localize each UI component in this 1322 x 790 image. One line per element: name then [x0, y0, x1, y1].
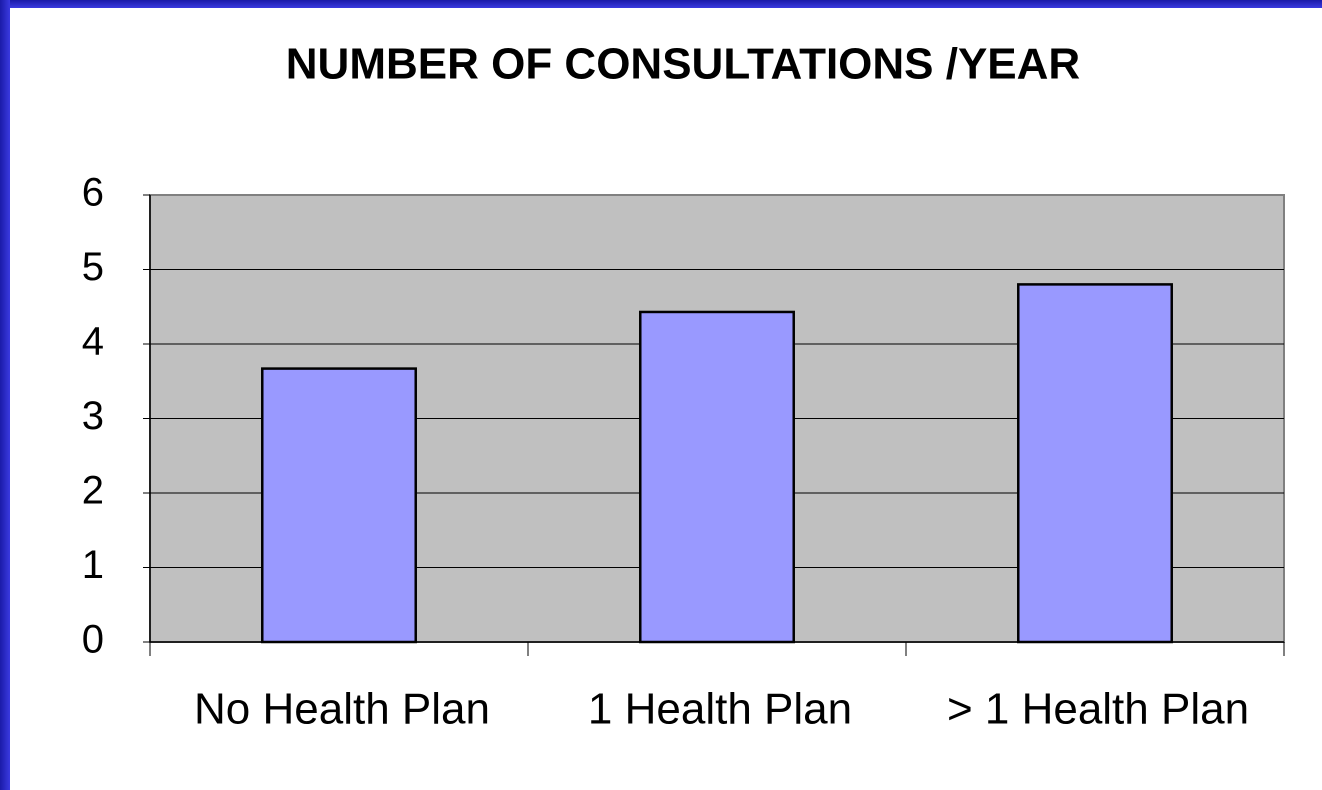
x-tick-label: 1 Health Plan — [588, 685, 852, 734]
frame-left — [0, 0, 10, 790]
y-tick-label: 2 — [82, 469, 104, 513]
y-tick-label: 0 — [82, 618, 104, 662]
chart-title: NUMBER OF CONSULTATIONS /YEAR — [286, 40, 1080, 89]
y-tick-label: 5 — [82, 245, 104, 289]
y-tick-label: 4 — [82, 320, 104, 364]
bar — [639, 310, 795, 644]
y-tick-label: 1 — [82, 543, 104, 587]
y-tick-label: 3 — [82, 394, 104, 438]
frame-top — [0, 0, 1322, 8]
y-tick-label: 6 — [82, 171, 104, 215]
x-tick-label: No Health Plan — [194, 685, 490, 734]
x-tick-label: > 1 Health Plan — [947, 685, 1249, 734]
bar — [1017, 283, 1173, 644]
bar — [261, 367, 417, 644]
